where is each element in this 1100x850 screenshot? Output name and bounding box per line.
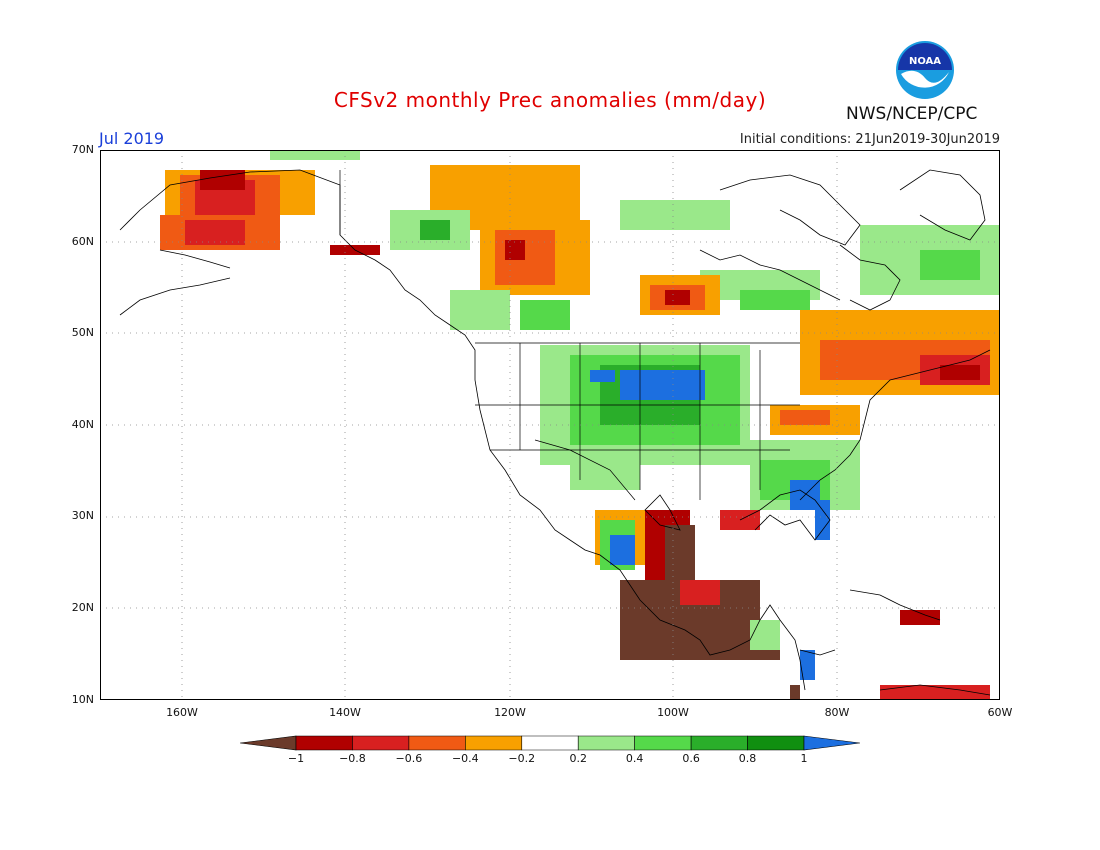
anomaly-cell [420, 220, 450, 240]
anomaly-cell [815, 500, 830, 540]
lon-label-160w: 160W [166, 706, 198, 719]
colorbar-segment [690, 735, 748, 751]
initial-conditions-label: Initial conditions: 21Jun2019-30Jun2019 [739, 132, 1000, 147]
lon-label-100w: 100W [657, 706, 689, 719]
anomaly-cell [920, 250, 980, 280]
anomaly-cell [200, 170, 245, 190]
anomaly-cell [750, 620, 780, 650]
colorbar-tick-label: −0.2 [508, 752, 536, 765]
political-borders [339, 170, 800, 501]
colorbar-segment [465, 735, 523, 751]
anomaly-cell [620, 370, 705, 400]
colorbar-segment [295, 735, 353, 751]
colorbar-segment [634, 735, 692, 751]
anomaly-cell [900, 610, 940, 625]
anomaly-cell [620, 200, 730, 230]
colorbar [240, 735, 860, 751]
lon-label-80w: 80W [824, 706, 850, 719]
anomaly-cell [520, 300, 570, 330]
colorbar-segment [352, 735, 410, 751]
lat-label-20n: 20N [71, 601, 94, 614]
lat-label-40n: 40N [71, 418, 94, 431]
lat-label-10n: 10N [71, 693, 94, 706]
colorbar-segment [747, 735, 805, 751]
lon-label-120w: 120W [494, 706, 526, 719]
anomaly-cell [185, 220, 245, 245]
anomaly-cell [665, 290, 690, 305]
coastlines [119, 169, 991, 696]
colorbar-segment [577, 735, 635, 751]
anomaly-cell [610, 535, 635, 565]
colorbar-tick-label: 0.8 [738, 752, 757, 765]
colorbar-tick-label: 0.6 [682, 752, 700, 765]
anomaly-map [100, 150, 1000, 700]
lat-label-50n: 50N [71, 326, 94, 339]
forecast-month-label: Jul 2019 [99, 129, 165, 148]
anomaly-cell [680, 580, 720, 605]
colorbar-tick-label: −1 [287, 752, 305, 765]
colorbar-segment-gt-1 [803, 735, 860, 751]
anomaly-cell [450, 290, 510, 330]
anomaly-cell [800, 650, 815, 680]
anomaly-cell [940, 365, 980, 380]
anomaly-cell [590, 370, 615, 382]
colorbar-tick-label: 0.2 [569, 752, 587, 765]
colorbar-segment [408, 735, 466, 751]
lat-lon-grid [100, 150, 1000, 700]
lat-label-60n: 60N [71, 235, 94, 248]
colorbar-segment-lt-neg1 [240, 735, 297, 751]
anomaly-cell [780, 410, 830, 425]
lon-label-60w: 60W [987, 706, 1013, 719]
colorbar-tick-label: 0.4 [625, 752, 644, 765]
lon-label-140w: 140W [329, 706, 361, 719]
anomaly-cell [570, 450, 640, 490]
colorbar-tick-label: −0.8 [339, 752, 366, 765]
colorbar-tick-label: 1 [800, 752, 808, 765]
chart-title: CFSv2 monthly Prec anomalies (mm/day) [333, 88, 767, 112]
lat-label-30n: 30N [71, 509, 94, 522]
noaa-logo: NOAA [896, 41, 954, 99]
colorbar-segment [521, 735, 579, 751]
anomaly-cell [270, 150, 360, 160]
anomaly-cell [790, 685, 800, 700]
colorbar-tick-label: −0.4 [451, 752, 479, 765]
anomaly-cell [505, 240, 525, 260]
colorbar-tick-label: −0.6 [395, 752, 423, 765]
agency-label: NWS/NCEP/CPC [846, 104, 978, 124]
logo-text: NOAA [909, 56, 941, 67]
lat-label-70n: 70N [71, 143, 94, 156]
anomaly-cell [880, 685, 990, 700]
anomaly-cell [740, 290, 810, 310]
